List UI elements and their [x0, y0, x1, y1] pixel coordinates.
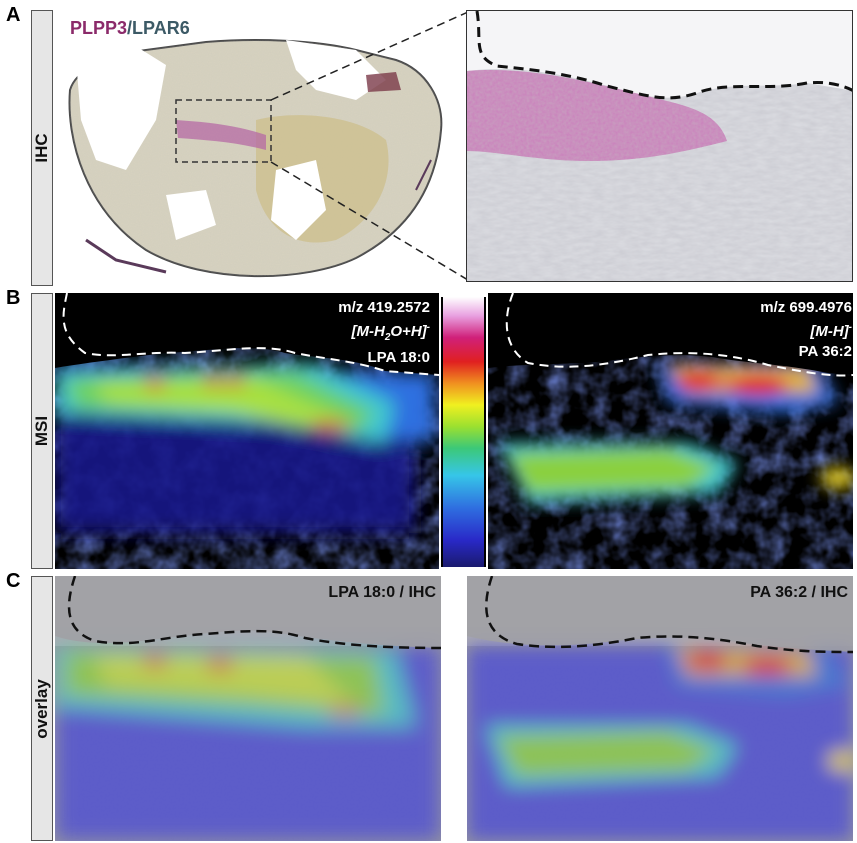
mz-value-pa: m/z 699.4976 [760, 299, 852, 316]
panel-letter-a: A [6, 4, 21, 26]
stain-label: PLPP3/LPAR6 [70, 18, 190, 39]
overlay-image-lpa [55, 576, 441, 841]
stain-label-plpp3: PLPP3 [70, 18, 128, 38]
lipid-name-pa: PA 36:2 [798, 343, 852, 360]
ion-adduct-lpa: [M-H2O+H]- [351, 322, 431, 343]
panel-letter-b: B [6, 287, 21, 309]
side-label-msi: MSI [32, 415, 51, 447]
stain-label-lpar6: LPAR6 [132, 18, 190, 38]
msi-image-lpa [55, 293, 439, 569]
overlay-image-pa [467, 576, 853, 841]
mz-value-lpa: m/z 419.2572 [338, 299, 430, 316]
zoom-connector-lines [270, 11, 469, 281]
lipid-name-lpa: LPA 18:0 [367, 349, 430, 366]
stain-label-slash: / [127, 18, 133, 38]
panel-letter-c: C [6, 570, 21, 592]
intensity-colorbar [441, 297, 486, 567]
side-label-bar-ihc: IHC [31, 10, 53, 286]
ihc-whole-section-image [56, 10, 456, 286]
side-label-overlay: overlay [32, 678, 51, 739]
ion-adduct-pa: [M-H]- [810, 322, 852, 340]
overlay-title-pa: PA 36:2 / IHC [750, 584, 848, 601]
overlay-title-lpa: LPA 18:0 / IHC [328, 584, 436, 601]
msi-label-lpa: m/z 419.2572 [M-H2O+H]- LPA 18:0 [240, 298, 430, 368]
ihc-magnified-image [466, 10, 853, 282]
msi-label-pa: m/z 699.4976 [M-H]- PA 36:2 [660, 298, 852, 362]
msi-image-pa [488, 293, 853, 569]
side-label-bar-overlay: overlay [31, 576, 53, 841]
side-label-bar-msi: MSI [31, 293, 53, 569]
